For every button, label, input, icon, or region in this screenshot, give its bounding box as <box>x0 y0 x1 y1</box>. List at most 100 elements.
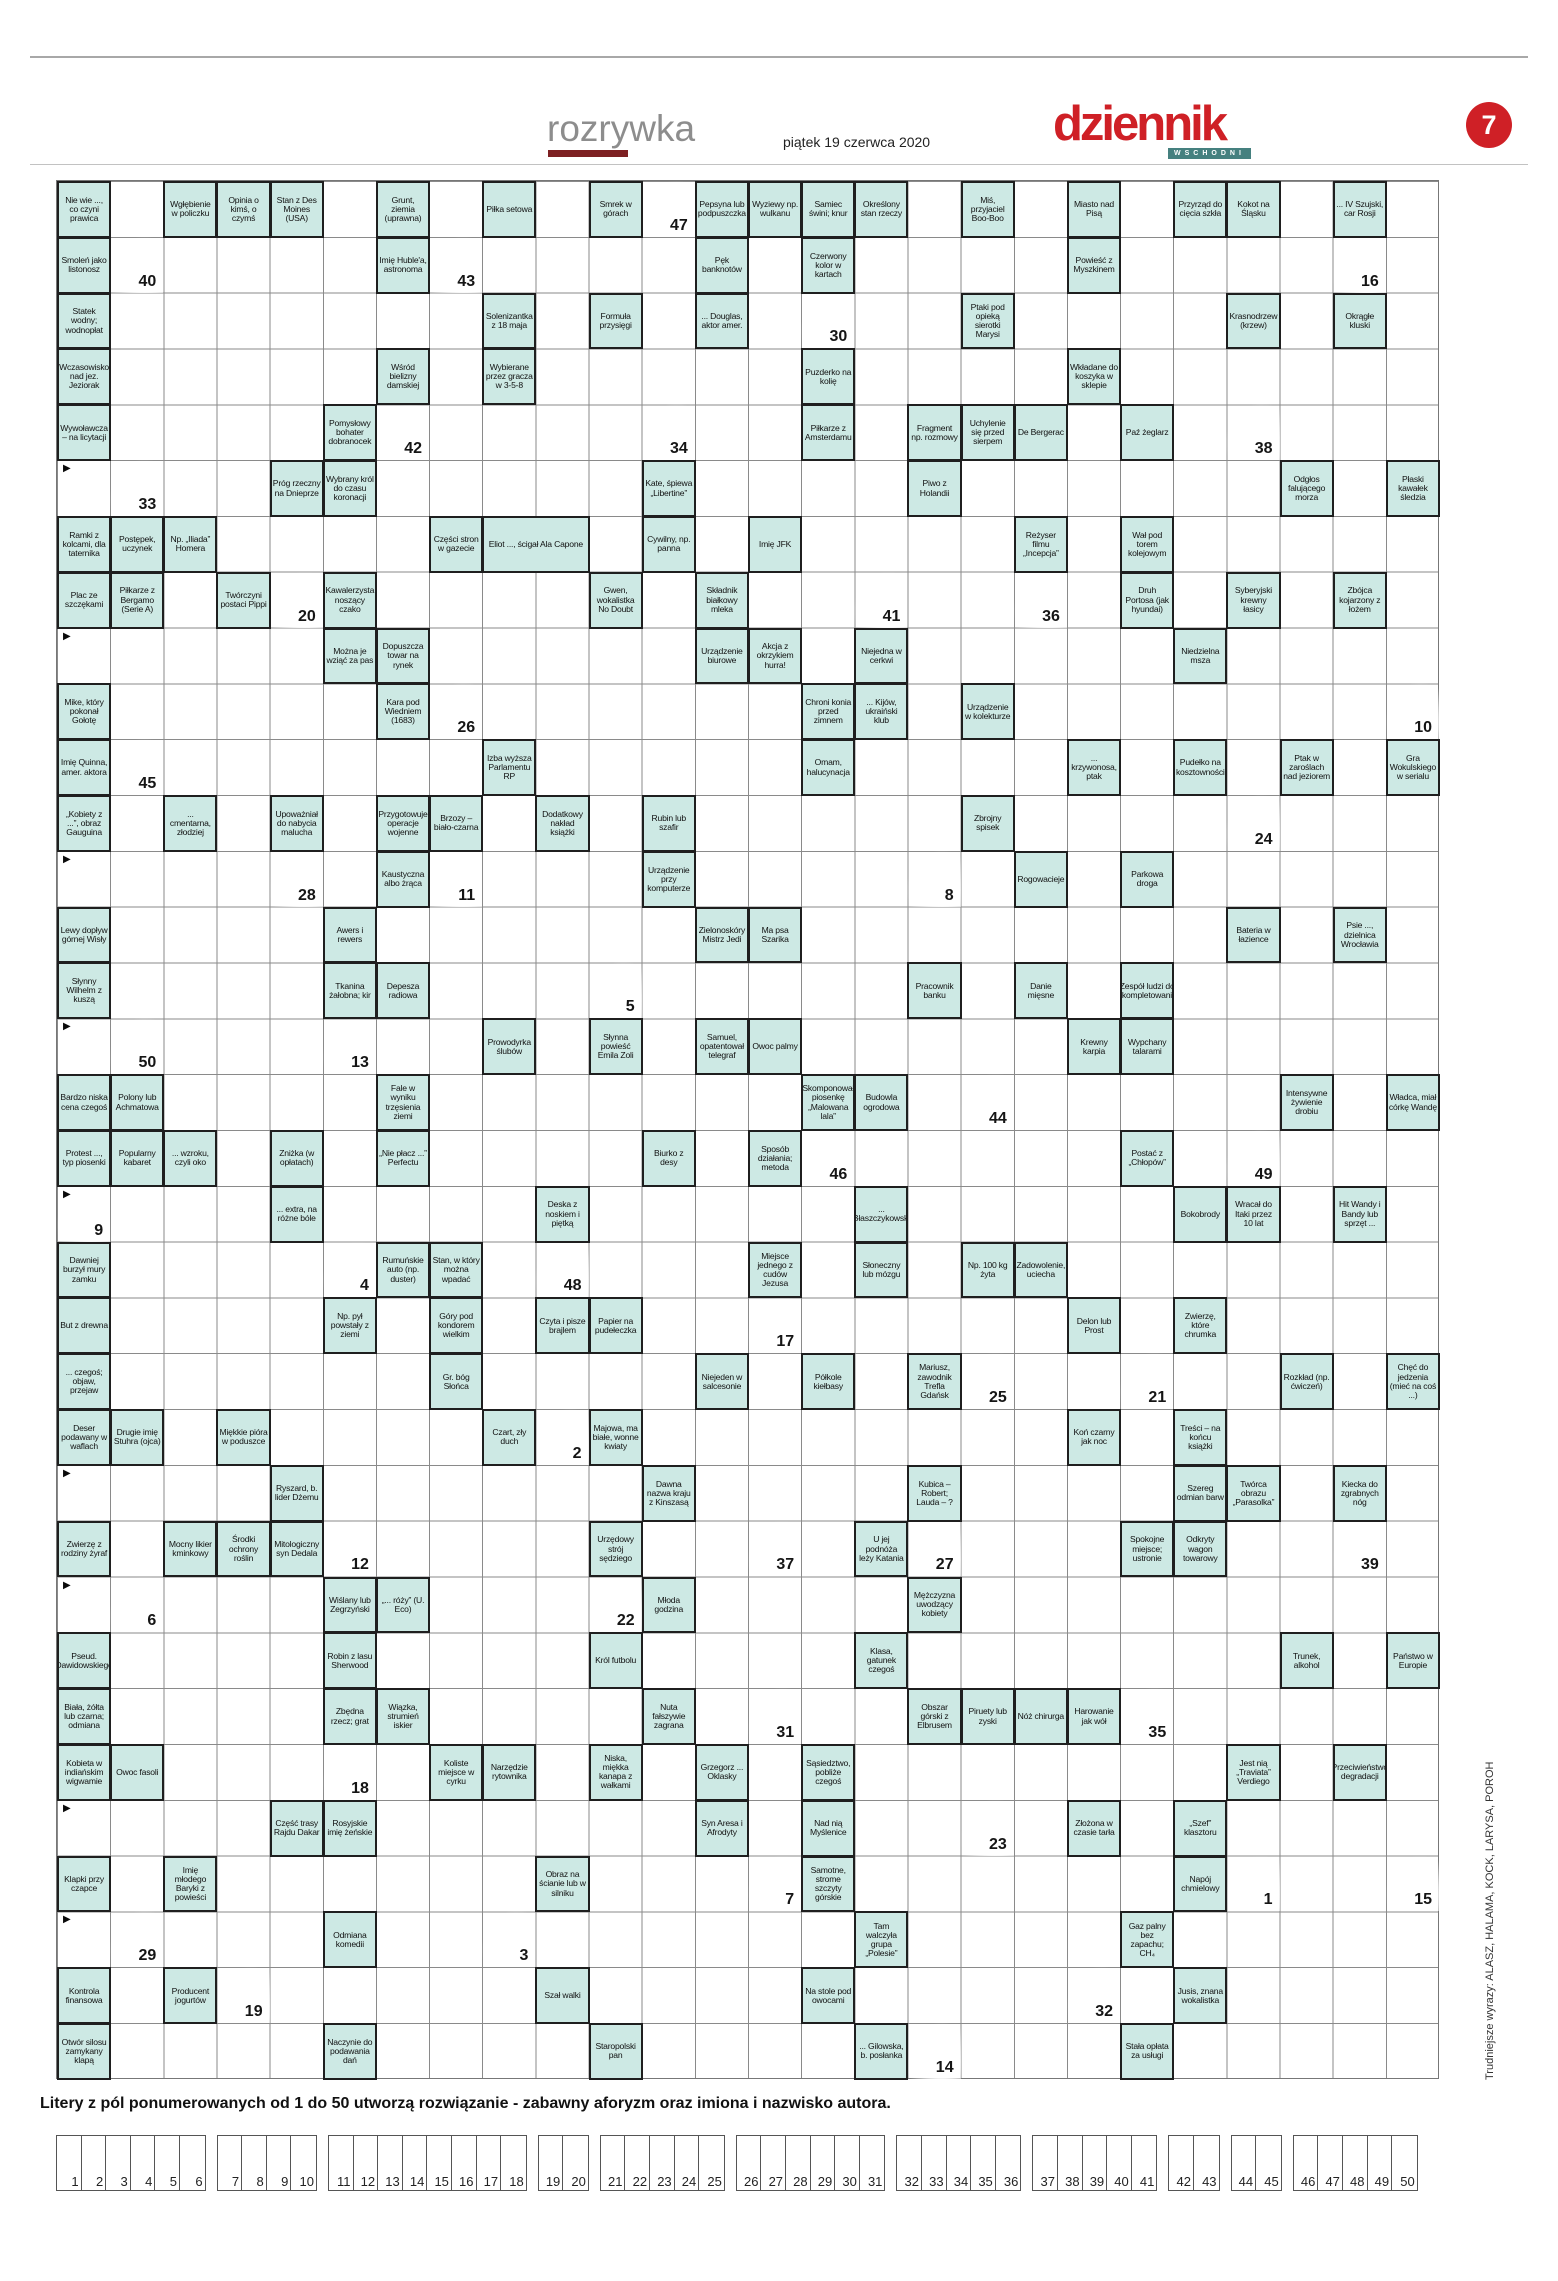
clue-cell: ... czegoś; objaw, przejaw▶ <box>57 1353 112 1411</box>
clue-text: Dopuszcza towar na rynek <box>382 641 424 670</box>
clue-text: Ramki z kolcami, dla taternika <box>62 529 106 558</box>
clue-cell: Mocny likier kminkowy ▼ <box>163 1520 218 1578</box>
number-badge: 21 <box>1120 1353 1174 1410</box>
clue-text: Postępek, uczynek <box>119 534 156 554</box>
clue-text: Kawalerzysta noszący czako <box>325 585 375 614</box>
clue-text: Pepsyna lub podpuszczka <box>697 199 746 219</box>
down-arrow-icon: ▼ <box>133 1465 142 1466</box>
number-badge: 41 <box>854 571 908 628</box>
clue-text: Sąsiedztwo, pobliże czegoś <box>806 1757 851 1786</box>
down-arrow-icon: ▼ <box>80 1465 89 1466</box>
solution-box: 29 <box>811 2136 836 2190</box>
clue-text: U jej podnóża leży Katania <box>859 1534 904 1563</box>
down-arrow-icon: ▼ <box>1090 795 1099 796</box>
clue-cell: Okrągłe kluski ▼ <box>1332 292 1387 350</box>
solution-boxes-row: 1 2 3 4 5 6 7 8 9 10 11 12 13 14 15 16 17 18 19 20 21 22 23 24 2… <box>56 2135 1418 2191</box>
clue-text: Rosyjskie imię żeńskie <box>327 1818 373 1838</box>
down-arrow-icon: ▼ <box>611 348 620 349</box>
clue-text: Budowla ogrodowa <box>863 1092 900 1112</box>
solution-box: 19 <box>539 2136 564 2190</box>
down-arrow-icon: ▼ <box>877 739 886 740</box>
clue-cell: Naczynie do podawania dań▶ <box>322 2023 377 2080</box>
clue-text: Imię młodego Baryki z powieści <box>174 1864 207 1903</box>
clue-cell: Postępek, uczynek▼ <box>110 515 165 573</box>
clue-text: Mariusz, zawodnik Trefla Gdańsk <box>917 1362 952 1400</box>
down-arrow-icon: ▼ <box>186 1576 195 1577</box>
clue-text: Parkowa droga <box>1131 869 1164 889</box>
clue-text: Słynny Wilhelm z kuszą <box>66 976 102 1005</box>
clue-text: Wgłębienie w policzku <box>170 199 211 219</box>
clue-cell: Przygotowuje operacje wojenne▼ <box>375 795 431 852</box>
clue-cell: Sąsiedztwo, pobliże czegoś▶ <box>801 1743 856 1801</box>
down-arrow-icon: ▼ <box>1302 1688 1311 1689</box>
clue-text: Puzderko na kolię <box>805 366 852 386</box>
clue-cell: Deska z noskiem i piętką▶ <box>535 1185 590 1243</box>
clue-cell: Ma psa Szarika▶ <box>748 906 803 964</box>
solution-box: 17 <box>477 2136 502 2190</box>
clue-cell: „... róży” (U. Eco)▶ <box>375 1576 431 1634</box>
clue-text: Wał pod torem kolejowym <box>1127 529 1167 558</box>
clue-cell: Stan z Des Moines (USA) ▼ <box>269 181 324 238</box>
clue-text: Odmiana komedii <box>333 1929 367 1949</box>
number-badge: 39 <box>1332 1520 1386 1577</box>
clue-text: Piłka setowa <box>486 203 533 214</box>
clue-cell: Drugie imię Stuhra (ojca) ▼ <box>110 1409 165 1466</box>
clue-cell: Niedzielna msza▶ <box>1173 627 1228 685</box>
clue-cell: Pepsyna lub podpuszczka▼ <box>694 181 749 238</box>
clue-text: Fragment np. rozmowy <box>911 422 958 442</box>
clue-cell: Król futbolu▶ <box>588 1632 643 1690</box>
clue-text: Pudełko na kosztowności <box>1175 757 1225 777</box>
down-arrow-icon: ▼ <box>558 1353 567 1354</box>
clue-cell: Piłkarze z Bergamo (Serie A) ▼ <box>110 571 165 629</box>
down-arrow-icon: ▼ <box>505 404 514 405</box>
down-arrow-icon: ▼ <box>80 851 89 852</box>
clue-text: Wypchany talarami <box>1127 1036 1167 1056</box>
clue-text: Mike, który pokonał Gołotę <box>64 697 104 726</box>
clue-cell: Imię JFK▶ <box>748 515 803 573</box>
clue-cell: Urządzenie w kolekturze▶ <box>960 683 1015 741</box>
clue-cell: Napój chmielowy▶ <box>1173 1855 1228 1913</box>
down-arrow-icon: ▼ <box>399 404 408 405</box>
clue-cell: Reżyser filmu „Incepcja” ▼ <box>1013 515 1068 573</box>
down-arrow-icon: ▼ <box>1249 1521 1258 1522</box>
solution-box: 26 <box>737 2136 762 2190</box>
clue-text: Staropolski pan <box>595 2041 636 2061</box>
clue-text: „Nie płacz ...” Perfectu <box>379 1148 427 1168</box>
number-badge: 42 <box>375 404 430 461</box>
clue-text: Rubin lub szafir <box>651 813 687 833</box>
clue-text: But z drewna <box>60 1320 108 1331</box>
clue-text: Gaz palny bez zapachu; CH₄ <box>1128 1920 1166 1958</box>
clue-text: Wśród bielizny damskiej <box>386 362 420 391</box>
clue-text: ... IV Szujski, car Rosji <box>1336 199 1384 219</box>
clue-cell: Budowla ogrodowa▶ <box>854 1074 909 1131</box>
clue-text: Wkładane do koszyka w sklepie <box>1070 362 1118 391</box>
solution-box-group: 21 22 23 24 25 <box>599 2135 725 2191</box>
down-arrow-icon: ▼ <box>292 237 301 238</box>
clue-cell: Jusis, znana wokalistka▶ <box>1173 1967 1228 2025</box>
down-arrow-icon: ▼ <box>983 237 992 238</box>
down-arrow-icon: ▼ <box>1249 348 1258 349</box>
clue-text: Tkanina żałobna; kir <box>329 980 371 1000</box>
clue-cell: Złożona w czasie tarła ▼ <box>1066 1799 1122 1857</box>
down-arrow-icon: ▼ <box>186 1186 195 1187</box>
down-arrow-icon: ▼ <box>80 1186 89 1187</box>
clue-text: Treści – na końcu książki <box>1180 1422 1221 1451</box>
clue-text: ... Kijów, ukraiński klub <box>865 697 898 726</box>
number-badge: 30 <box>801 292 855 349</box>
solution-box: 35 <box>971 2136 996 2190</box>
clue-cell: Urządzenie przy komputerze▶ <box>641 850 696 908</box>
clue-cell: Smrek w górach ▼ <box>588 181 643 238</box>
clue-cell: ... Gilowska, b. posłanka▶ <box>854 2023 909 2080</box>
number-badge: 17 <box>748 1297 802 1354</box>
down-arrow-icon: ▼ <box>1249 628 1258 629</box>
clue-text: Niska, miękka kanapa z wałkami <box>598 1753 633 1791</box>
clue-text: Koń czarny jak noc <box>1073 1427 1115 1447</box>
clue-cell: Ramki z kolcami, dla taternika▼ <box>57 515 112 573</box>
down-arrow-icon: ▼ <box>1143 1576 1152 1577</box>
clue-cell: Samiec świni; knur▼ <box>801 181 856 238</box>
clue-cell: Otwór silosu zamykany klapą▶ <box>57 2023 112 2080</box>
clue-text: Omam, halucynacja <box>806 757 850 777</box>
clue-cell: But z drewna▶ <box>57 1297 112 1355</box>
clue-cell: Protest ..., typ piosenki ▼ <box>57 1129 112 1187</box>
clue-cell: Kaustyczna albo żrąca▶ <box>375 850 431 908</box>
